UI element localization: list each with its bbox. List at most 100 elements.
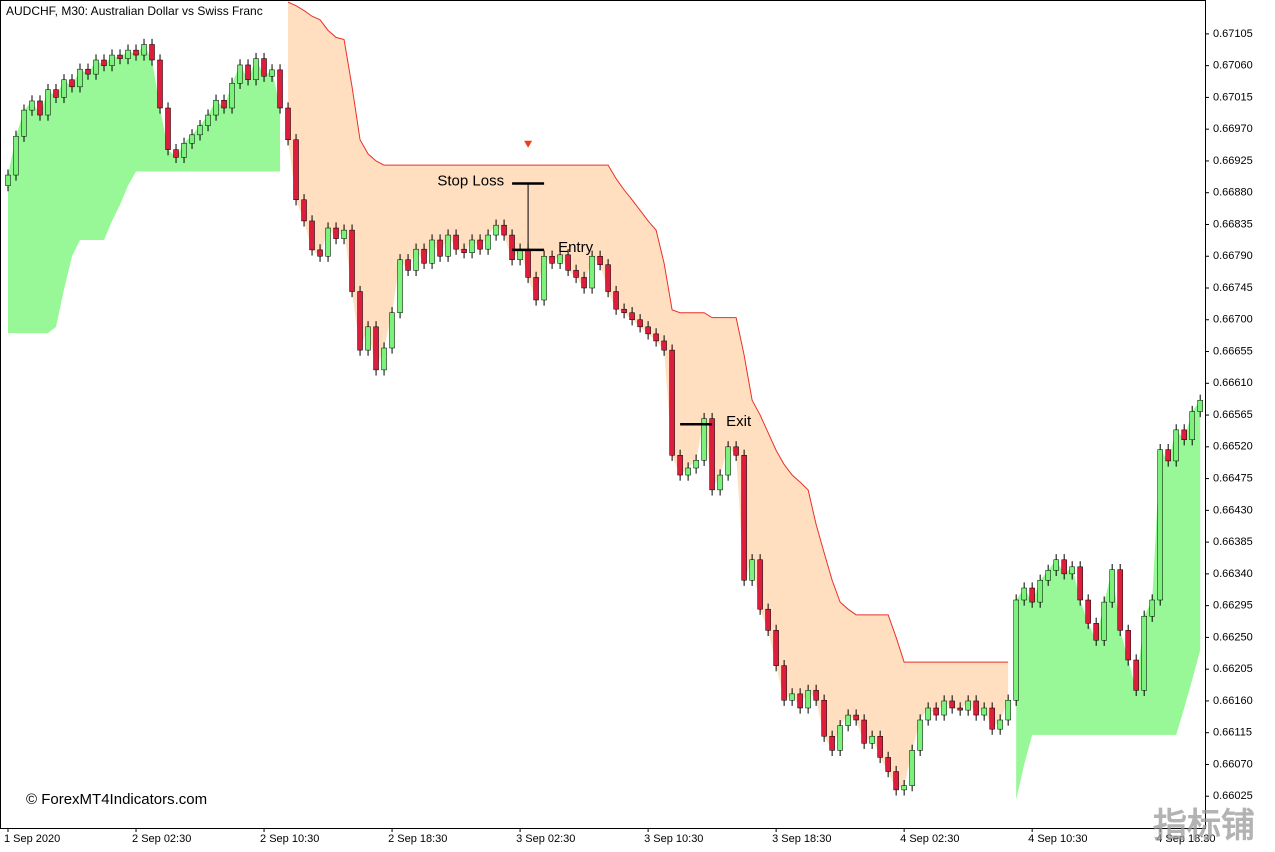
candle-body [173, 149, 179, 158]
watermark: © ForexMT4Indicators.com [26, 791, 207, 808]
chart-title: AUDCHF, M30: Australian Dollar vs Swiss … [6, 4, 263, 18]
candle-body [1037, 579, 1043, 603]
candle-body [21, 109, 27, 137]
candle-body [1133, 659, 1139, 691]
candle-body [149, 44, 155, 61]
candle-body [1005, 699, 1011, 721]
candle-body [653, 333, 659, 342]
y-tick-label: 0.66700 [1213, 314, 1253, 326]
band-fill [288, 2, 1009, 790]
candle-body [853, 714, 859, 721]
candle-body [701, 418, 707, 461]
candle-body [213, 99, 219, 116]
candle-body [621, 308, 627, 313]
candle-body [389, 312, 395, 349]
candle-body [221, 99, 227, 109]
candle-body [1189, 411, 1195, 441]
x-tick-label: 4 Sep 02:30 [900, 833, 959, 845]
candle-body [957, 707, 963, 711]
candle-body [85, 68, 91, 75]
candle-body [181, 143, 187, 158]
candle-body [629, 312, 635, 321]
candle-body [533, 277, 539, 301]
candle-body [309, 220, 315, 251]
signal-arrow [524, 140, 533, 148]
candle-body [237, 64, 243, 84]
candle-body [605, 264, 611, 292]
candle-body [1141, 615, 1147, 691]
candle-body [813, 690, 819, 701]
candle-body [229, 83, 235, 109]
candle-body [829, 735, 835, 751]
candle-body [61, 79, 67, 98]
candle-body [925, 707, 931, 721]
candle-body [109, 54, 115, 66]
candle-body [501, 224, 507, 236]
candle-body [253, 58, 259, 81]
candle-body [1109, 569, 1115, 603]
y-tick-label: 0.66610 [1213, 377, 1253, 389]
y-tick-label: 0.66925 [1213, 155, 1253, 167]
y-tick-label: 0.66520 [1213, 441, 1253, 453]
candle-body [93, 59, 99, 75]
candle-body [365, 326, 371, 351]
y-tick-label: 0.66385 [1213, 536, 1253, 548]
candle-body [325, 227, 331, 257]
candle-body [765, 608, 771, 631]
y-tick-label: 0.66655 [1213, 345, 1253, 357]
candle-body [1157, 449, 1163, 601]
stop-line [287, 1, 1009, 663]
candle-body [901, 785, 907, 791]
candle-body [453, 234, 459, 250]
candle-body [1101, 601, 1107, 641]
candle-body [405, 259, 411, 271]
candle-body [285, 107, 291, 141]
candle-body [845, 714, 851, 726]
candle-body [429, 239, 435, 264]
x-tick-label: 3 Sep 18:30 [772, 833, 831, 845]
candle-body [1197, 399, 1203, 412]
candle-body [317, 249, 323, 257]
candle-body [669, 349, 675, 456]
candle-body [469, 239, 475, 253]
candle-body [741, 455, 747, 581]
candle-body [29, 100, 35, 111]
candle-body [597, 255, 603, 265]
y-tick-label: 0.67105 [1213, 28, 1253, 40]
candle-body [797, 693, 803, 709]
candle-body [77, 68, 83, 88]
candle-body [557, 254, 563, 264]
y-tick-label: 0.66250 [1213, 631, 1253, 643]
candle-body [133, 49, 139, 56]
candle-body [1149, 599, 1155, 617]
candle-body [1069, 566, 1075, 575]
candle-body [45, 89, 51, 116]
candle-body [197, 125, 203, 136]
candle-body [293, 139, 299, 201]
candle-body [781, 665, 787, 701]
candle-body [677, 455, 683, 476]
annotation-label: Stop Loss [437, 172, 504, 189]
candle-body [421, 248, 427, 264]
y-tick-label: 0.66835 [1213, 218, 1253, 230]
candle-body [613, 291, 619, 310]
y-tick-label: 0.66295 [1213, 600, 1253, 612]
y-tick-label: 0.66340 [1213, 568, 1253, 580]
candle-body [189, 134, 195, 144]
y-tick-label: 0.66565 [1213, 409, 1253, 421]
annotation-label: Entry [558, 239, 594, 256]
candle-body [1173, 429, 1179, 462]
candle-body [1053, 559, 1059, 571]
candle-body [1165, 449, 1171, 462]
candle-body [1021, 587, 1027, 601]
x-tick-label: 3 Sep 02:30 [516, 833, 575, 845]
candle-body [165, 107, 171, 150]
x-tick-label: 4 Sep 18:30 [1156, 833, 1215, 845]
candle-body [973, 700, 979, 716]
candle-body [573, 270, 579, 278]
plot-frame [0, 0, 1206, 829]
band-fill [1016, 400, 1201, 800]
candle-body [261, 58, 267, 77]
candle-body [301, 199, 307, 222]
x-tick-label: 2 Sep 18:30 [388, 833, 447, 845]
